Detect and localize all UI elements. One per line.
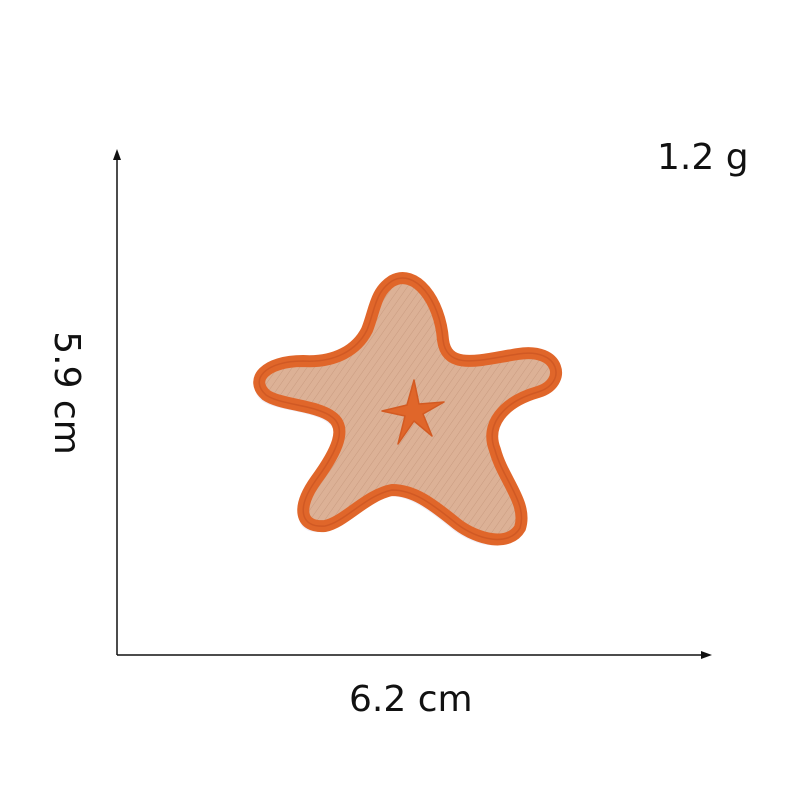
starfish-patch-icon bbox=[253, 272, 562, 546]
small-star-icon bbox=[381, 379, 445, 445]
patch-inner-edge bbox=[258, 277, 557, 541]
height-label: 5.9 cm bbox=[46, 331, 87, 455]
width-label: 6.2 cm bbox=[349, 679, 473, 720]
vertical-arrow-icon bbox=[113, 149, 121, 160]
horizontal-arrow-icon bbox=[701, 651, 712, 659]
weight-label: 1.2 g bbox=[657, 137, 749, 178]
